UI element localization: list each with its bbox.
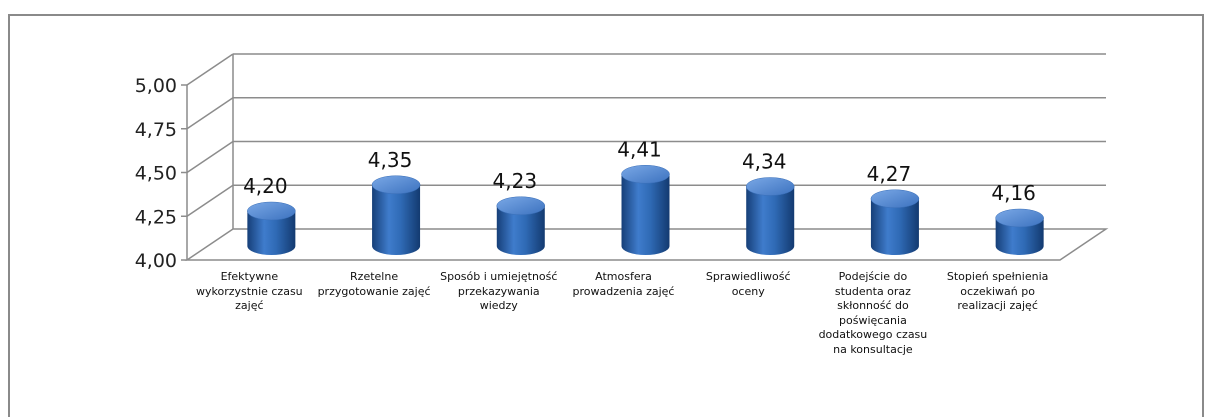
bar	[247, 201, 296, 255]
y-tick-label: 5,00	[135, 75, 177, 97]
data-label: 4,41	[617, 137, 662, 161]
y-tick-label: 4,75	[135, 119, 177, 141]
bar-top	[995, 208, 1044, 228]
x-tick-label: Sposób i umiejętność przekazywania wiedz…	[440, 270, 558, 312]
data-label: 4,34	[742, 150, 787, 174]
bar	[995, 208, 1044, 255]
bar-top	[496, 196, 546, 215]
gridline-diagonal	[186, 97, 234, 130]
bar	[496, 196, 546, 255]
bar-chart: 4,00 4,25 4,50 4,75 5,00 4,20 4,35 4,23 4,41 4,34…	[135, 53, 1109, 272]
bar-body	[995, 218, 1044, 255]
bar-body	[372, 184, 421, 255]
bar	[870, 189, 920, 255]
bar	[621, 165, 670, 255]
data-label: 4,23	[493, 169, 538, 193]
bar-top	[371, 175, 421, 194]
x-tick-label: Stopień spełnienia oczekiwań po realizac…	[946, 270, 1049, 312]
data-label: 4,20	[243, 174, 288, 198]
y-tick-label: 4,50	[135, 163, 177, 185]
bar-body	[496, 205, 545, 255]
y-tick-label: 4,25	[135, 206, 177, 228]
data-label: 4,27	[867, 162, 912, 186]
bar-top	[870, 189, 920, 208]
bar-top	[745, 177, 795, 196]
bar-body	[621, 174, 670, 255]
chart-frame: 4,00 4,25 4,50 4,75 5,00 4,20 4,35 4,23 4,41 4,34…	[8, 14, 1204, 417]
bar	[745, 177, 795, 255]
x-tick-label: Atmosfera prowadzenia zajęć	[572, 270, 675, 298]
bar	[371, 175, 421, 255]
x-tick-label: Efektywne wykorzystnie czasu zajęć	[196, 270, 303, 312]
x-tick-label: Podejście do studenta oraz skłonność do …	[818, 270, 928, 356]
bar-body	[746, 186, 795, 255]
chart-floor	[184, 228, 1109, 261]
text-layer: 4,00 4,25 4,50 4,75 5,00 4,20 4,35 4,23 4,41 4,34…	[135, 75, 1036, 272]
bar-body	[870, 198, 919, 255]
data-label: 4,16	[991, 181, 1036, 205]
data-label: 4,35	[368, 148, 413, 172]
bar-top	[247, 201, 296, 221]
gridline-diagonal	[186, 184, 234, 217]
x-tick-label: Sprawiedliwość oceny	[705, 270, 791, 298]
y-tick-label: 4,00	[135, 250, 177, 272]
bar-layer	[247, 165, 1044, 255]
bar-body	[247, 211, 296, 255]
x-tick-label: Rzetelne przygotowanie zajęć	[317, 270, 431, 298]
bar-top	[621, 165, 670, 184]
gridline-diagonal	[186, 140, 234, 174]
gridline-diagonal	[186, 53, 234, 86]
